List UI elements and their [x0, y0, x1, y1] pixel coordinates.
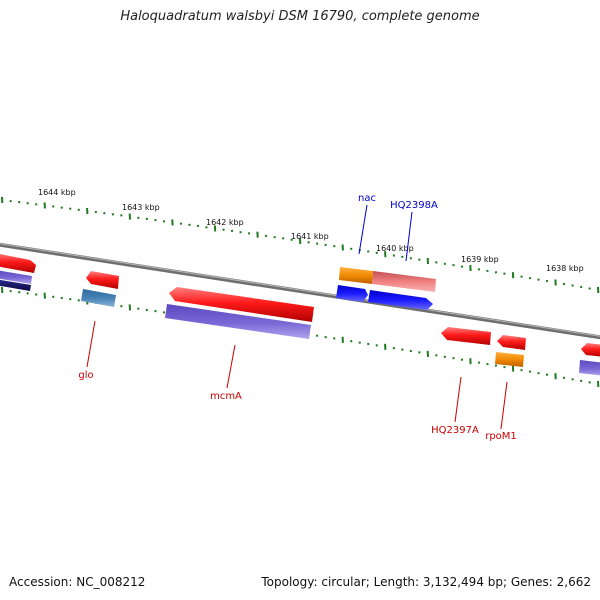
map-title: Haloquadratum walsbyi DSM 16790, complet… — [120, 9, 480, 24]
label-HQ2397A[interactable]: HQ2397A — [431, 425, 479, 436]
scale-label-1641: 1641 kbp — [291, 232, 329, 241]
label-rpoM1[interactable]: rpoM1 — [485, 431, 517, 442]
genome-backbone-highlight — [0, 243, 600, 337]
gene-left-navy[interactable] — [0, 279, 31, 291]
gene-left-purple[interactable] — [0, 270, 32, 284]
gene-mcmA[interactable] — [165, 304, 311, 339]
gene-blue-long[interactable] — [368, 290, 433, 310]
scale-label-1642: 1642 kbp — [206, 218, 244, 227]
accession-text: Accession: NC_008212 — [9, 575, 146, 589]
outer-tick-ring — [1, 196, 600, 294]
genome-backbone — [0, 242, 600, 340]
label-glo[interactable]: glo — [78, 370, 93, 381]
label-HQ2398A[interactable]: HQ2398A — [390, 200, 438, 211]
scale-label-1644: 1644 kbp — [38, 188, 76, 197]
leader-HQ2398A — [405, 211, 413, 262]
gene-HQ2397A[interactable] — [441, 327, 491, 345]
leader-nac — [358, 204, 368, 255]
gene-right-purple[interactable] — [579, 360, 600, 376]
gene-left-red[interactable] — [0, 253, 36, 273]
scale-label-1638: 1638 kbp — [546, 264, 584, 273]
gene-HQ2398A[interactable] — [372, 271, 436, 292]
gene-red-pair[interactable] — [497, 335, 526, 350]
gene-nac[interactable] — [336, 285, 368, 302]
leader-rpoM1 — [500, 381, 508, 430]
leader-HQ2397A — [454, 376, 462, 423]
leader-glo — [86, 320, 96, 368]
gene-red-long[interactable] — [169, 287, 314, 322]
scale-label-1643: 1643 kbp — [122, 203, 160, 212]
label-mcmA[interactable]: mcmA — [210, 391, 242, 402]
scale-label-1639: 1639 kbp — [461, 255, 499, 264]
scale-label-1640: 1640 kbp — [376, 244, 414, 253]
gene-rpoM1[interactable] — [495, 352, 524, 367]
leader-mcmA — [226, 344, 236, 389]
gene-right-red[interactable] — [581, 343, 600, 357]
genome-summary-text: Topology: circular; Length: 3,132,494 bp… — [261, 575, 591, 589]
gene-glo[interactable] — [81, 289, 116, 307]
gene-orange-nac[interactable] — [339, 267, 373, 284]
label-nac[interactable]: nac — [358, 193, 376, 204]
gene-red-small[interactable] — [86, 271, 119, 289]
